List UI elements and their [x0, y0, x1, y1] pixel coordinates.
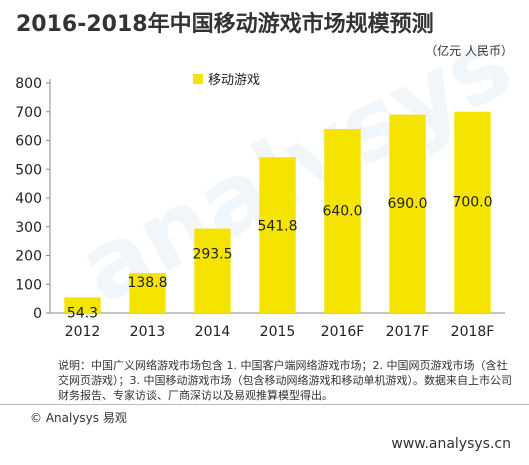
bar-2014 — [194, 228, 231, 313]
x-tick-label: 2013 — [130, 324, 166, 340]
data-label: 541.8 — [257, 218, 297, 234]
y-tick-label: 400 — [15, 191, 42, 207]
y-tick-label: 600 — [15, 134, 42, 150]
data-label: 640.0 — [322, 203, 362, 219]
footer-divider — [0, 404, 529, 405]
data-label: 690.0 — [387, 196, 427, 212]
unit-label: （亿元 人民币） — [425, 44, 513, 58]
legend-swatch — [193, 74, 203, 84]
x-tick-label: 2017F — [386, 324, 430, 340]
y-tick-label: 700 — [15, 105, 42, 121]
data-label: 293.5 — [192, 247, 232, 263]
bar-2017F — [389, 114, 426, 313]
bar-2015 — [259, 157, 296, 313]
data-label: 138.8 — [127, 275, 167, 291]
y-tick-label: 100 — [15, 277, 42, 293]
bar-2013 — [129, 273, 166, 313]
y-tick-label: 800 — [15, 76, 42, 92]
bar-2012 — [64, 297, 101, 313]
y-tick-label: 200 — [15, 249, 42, 265]
data-label: 54.3 — [67, 305, 98, 321]
legend-label: 移动游戏 — [208, 73, 260, 88]
bar-2018F — [454, 111, 491, 313]
bar-chart: 0 100 200 300 400 500 600 700 800 54.3 2012 138.8 20… — [15, 73, 505, 340]
x-tick-label: 2015 — [260, 324, 296, 340]
footer-website: www.analysys.cn — [391, 436, 511, 452]
x-tick-label: 2018F — [451, 324, 495, 340]
y-tick-label: 0 — [33, 306, 42, 322]
footer-brand: © Analysys 易观 — [30, 411, 127, 425]
y-tick-label: 500 — [15, 162, 42, 178]
y-tick-label: 300 — [15, 220, 42, 236]
x-tick-label: 2012 — [65, 324, 101, 340]
data-label: 700.0 — [452, 194, 492, 210]
chart-note: 说明：中国广义网络游戏市场包含 1. 中国客户端网络游戏市场；2. 中国网页游戏… — [58, 359, 512, 402]
x-tick-label: 2014 — [195, 324, 231, 340]
chart-title: 2016-2018年中国移动游戏市场规模预测 — [16, 12, 434, 37]
bar-2016F — [324, 129, 361, 313]
x-tick-label: 2016F — [321, 324, 365, 340]
